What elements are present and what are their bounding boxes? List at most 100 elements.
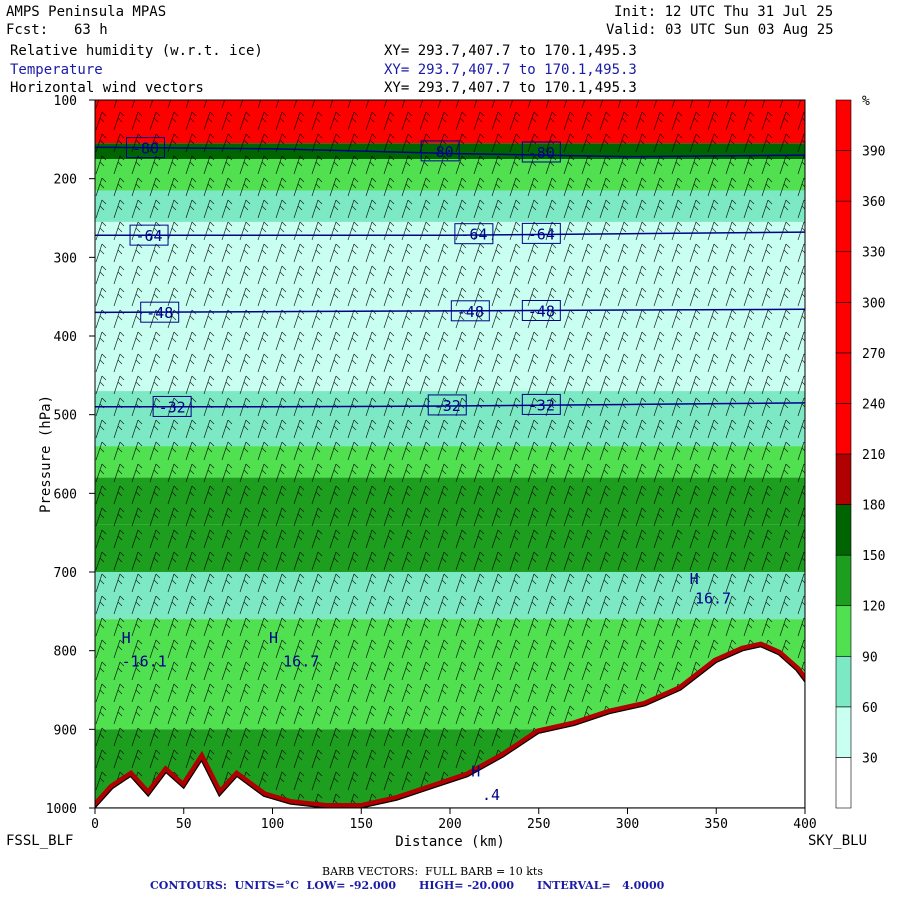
right-endpoint-label: SKY_BLU: [808, 833, 868, 849]
contour-label-box: [420, 140, 460, 162]
y-tick-label: 200: [54, 173, 77, 188]
y-tick-label: 300: [54, 251, 77, 266]
forecast-hours: 63 h: [74, 22, 108, 38]
field-3-name: Horizontal wind vectors: [10, 80, 204, 96]
contour-label: -64: [136, 227, 163, 245]
x-tick-label: 350: [705, 817, 728, 832]
colorbar-tick-label: 270: [862, 347, 885, 362]
contour-label-box: [521, 222, 561, 244]
contour-legend: CONTOURS: UNITS=°C LOW= -92.000 HIGH= -2…: [150, 879, 665, 892]
colorbar-swatch: [835, 200, 852, 253]
plot-area: -80 -80 -80 -64 -64 -64 -48 -48 -48 -32 -32 -32: [95, 100, 805, 808]
y-axis-label: Pressure (hPa): [38, 395, 54, 513]
contour-label-box: [521, 299, 561, 321]
colorbar-swatch: [835, 554, 852, 607]
contour-label: -80: [528, 144, 555, 162]
temperature-contour: [95, 402, 805, 408]
temperature-contour: [95, 146, 805, 158]
colorbar-swatch: [835, 352, 852, 404]
colorbar-tick-label: 30: [862, 751, 878, 766]
colorbar-tick-label: 330: [862, 246, 885, 261]
y-tick-label: 600: [54, 487, 77, 502]
y-tick-label: 500: [54, 409, 77, 424]
x-tick-label: 300: [616, 817, 639, 832]
annotation-label: 16.7: [695, 589, 731, 607]
contour-label: -48: [146, 304, 173, 322]
annotation-label: -16.1: [122, 652, 167, 670]
x-tick-label: 250: [527, 817, 550, 832]
colorbar-swatch: [835, 99, 852, 151]
model-title: AMPS Peninsula MPAS: [6, 4, 167, 20]
terrain-layer: [95, 641, 805, 808]
annotation-label: .4: [482, 786, 500, 804]
contour-label: -64: [460, 226, 487, 244]
annotation-label: H: [122, 629, 131, 647]
forecast-label: Fcst:: [6, 22, 49, 38]
contour-label-box: [129, 224, 169, 246]
x-tick-label: 200: [438, 817, 461, 832]
colorbar-tick-label: 120: [862, 600, 885, 615]
y-tick-label: 400: [54, 330, 77, 345]
axes-layer: 100 200 300 400 500 600 700 800 900 1000 0 50 100 150…: [38, 94, 817, 850]
annotation-label: H: [471, 763, 480, 781]
terrain: [95, 646, 805, 808]
contour-label-box: [427, 394, 467, 416]
valid-time: Valid: 03 UTC Sun 03 Aug 25: [606, 22, 834, 38]
y-tick-label: 900: [54, 723, 77, 738]
colorbar-tick-label: 90: [862, 650, 878, 665]
field-1-xy: XY= 293.7,407.7 to 170.1,495.3: [384, 43, 637, 59]
colorbar-tick-label: 240: [862, 397, 885, 412]
contour-label: -48: [528, 302, 555, 320]
colorbar: 30 60 90 120 150 180 210 240 270 300 330 360 390%: [835, 94, 885, 809]
y-tick-label: 100: [54, 94, 77, 109]
y-tick-label: 700: [54, 566, 77, 581]
contour-label: -32: [528, 396, 555, 414]
temperature-contour: [95, 231, 805, 237]
colorbar-tick-label: 150: [862, 549, 885, 564]
contour-label: -80: [427, 143, 454, 161]
temperature-contour-layer: -80 -80 -80 -64 -64 -64 -48 -48 -48 -32 -32 -32: [95, 137, 805, 417]
colorbar-tick-label: 60: [862, 701, 878, 716]
temperature-contour: [95, 308, 805, 314]
field-2-name: Temperature: [10, 62, 103, 78]
colorbar-swatch: [835, 150, 852, 202]
colorbar-tick-label: 390: [862, 145, 885, 160]
contour-label-box: [450, 300, 490, 322]
field-3-xy: XY= 293.7,407.7 to 170.1,495.3: [384, 80, 637, 96]
barb-legend: BARB VECTORS: FULL BARB = 10 kts: [322, 865, 543, 878]
y-tick-label: 800: [54, 645, 77, 660]
contour-label-box: [152, 395, 192, 417]
left-endpoint-label: FSSL_BLF: [6, 833, 74, 849]
annotation-label: H: [269, 629, 278, 647]
y-tick-label: 1000: [46, 802, 77, 817]
colorbar-swatch: [835, 655, 852, 708]
colorbar-tick-label: 300: [862, 296, 885, 311]
x-tick-label: 100: [261, 817, 284, 832]
annotation-label: H: [690, 570, 699, 588]
x-tick-label: 0: [91, 817, 99, 832]
colorbar-swatch: [835, 706, 852, 758]
colorbar-swatch: [835, 251, 852, 303]
colorbar-tick-label: 360: [862, 195, 885, 210]
contour-label-box: [126, 137, 165, 159]
contour-label-box: [140, 301, 180, 323]
contour-label: -32: [159, 398, 186, 416]
colorbar-swatch: [835, 453, 852, 505]
contour-label-box: [521, 393, 561, 415]
annotation-label: 16.7: [283, 652, 319, 670]
field-2-xy: XY= 293.7,407.7 to 170.1,495.3: [384, 62, 637, 78]
contour-label: -64: [528, 225, 555, 243]
contour-label: -80: [132, 140, 159, 158]
contour-label-box: [454, 223, 494, 245]
x-axis-label: Distance (km): [395, 834, 505, 850]
colorbar-unit: %: [862, 94, 870, 109]
field-1-name: Relative humidity (w.r.t. ice): [10, 43, 263, 59]
x-tick-label: 50: [176, 817, 192, 832]
init-time: Init: 12 UTC Thu 31 Jul 25: [614, 4, 834, 20]
colorbar-swatch: [835, 757, 852, 809]
colorbar-swatch: [835, 605, 852, 657]
colorbar-swatch: [835, 403, 852, 455]
x-tick-label: 400: [793, 817, 816, 832]
